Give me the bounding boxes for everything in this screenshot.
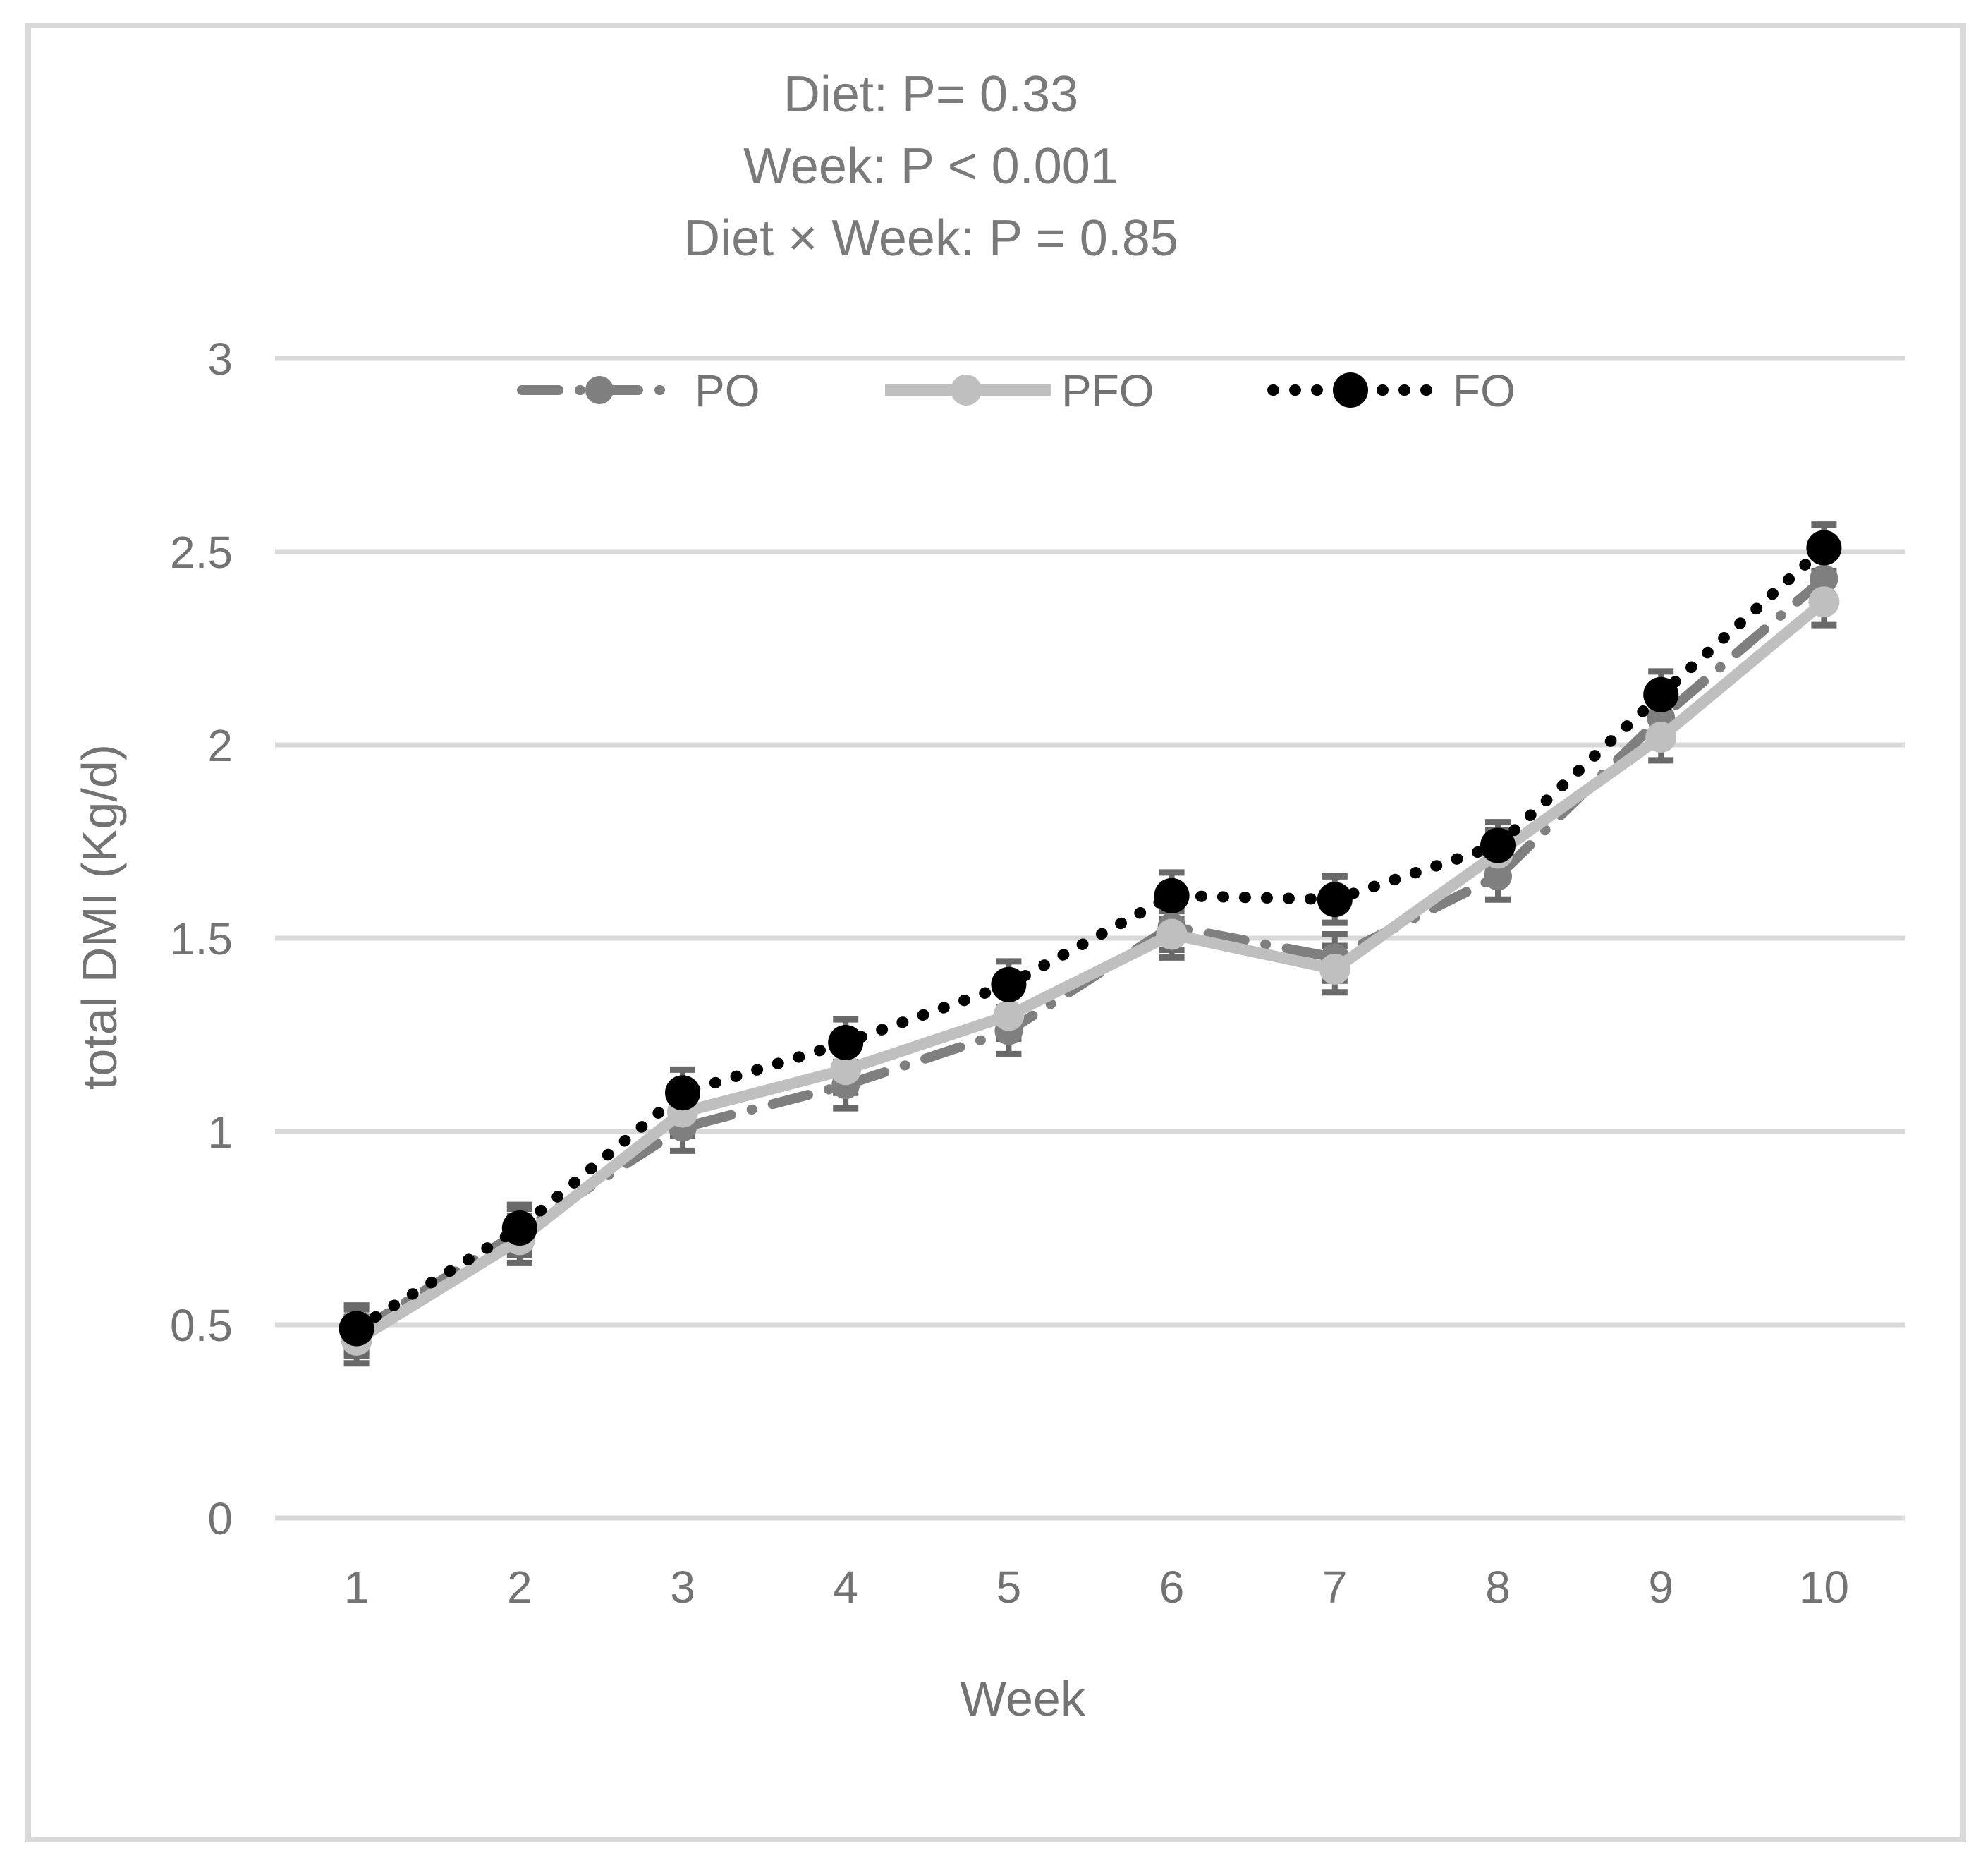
x-tick-label-3: 3 <box>670 1562 695 1613</box>
x-tick-label-10: 10 <box>1799 1562 1849 1613</box>
x-tick-label-8: 8 <box>1485 1562 1511 1613</box>
y-tick-label-1: 1 <box>207 1107 233 1158</box>
x-tick-label-1: 1 <box>344 1562 370 1613</box>
legend-label-fo: FO <box>1453 365 1516 416</box>
x-tick-label-4: 4 <box>833 1562 858 1613</box>
chart-title-line-2: Week: P < 0.001 <box>743 138 1118 195</box>
legend-label-po: PO <box>695 365 760 416</box>
marker-PFO-week-10 <box>1808 586 1840 618</box>
marker-FO-week-7 <box>1317 882 1353 918</box>
plot-series <box>339 521 1842 1367</box>
marker-PFO-week-6 <box>1156 918 1188 950</box>
y-tick-label-2: 2 <box>207 720 233 771</box>
legend-marker-po <box>585 376 614 404</box>
x-tick-label-7: 7 <box>1322 1562 1348 1613</box>
y-axis-tick-labels: 0 0.5 1 1.5 2 2.5 3 <box>170 334 233 1544</box>
legend: PO PFO FO <box>517 365 1516 416</box>
marker-FO-week-10 <box>1806 530 1842 566</box>
x-tick-label-2: 2 <box>507 1562 532 1613</box>
x-tick-label-9: 9 <box>1648 1562 1673 1613</box>
marker-PO-week-8 <box>1484 862 1512 891</box>
series-line-FO <box>350 542 1830 1335</box>
y-tick-label-3: 3 <box>207 334 233 384</box>
marker-FO-week-1 <box>339 1311 374 1347</box>
x-axis-title: Week <box>960 1671 1086 1726</box>
y-axis-title: total DMI (Kg/d) <box>72 744 127 1090</box>
x-axis-tick-labels: 1 2 3 4 5 6 7 8 9 10 <box>344 1562 1849 1613</box>
legend-label-pfo: PFO <box>1061 365 1154 416</box>
y-tick-label-0: 0 <box>207 1493 233 1544</box>
chart-title-line-3: Diet × Week: P = 0.85 <box>683 210 1178 267</box>
x-tick-label-6: 6 <box>1159 1562 1185 1613</box>
marker-FO-week-2 <box>501 1210 537 1246</box>
marker-FO-week-5 <box>991 966 1027 1002</box>
chart-title-line-1: Diet: P= 0.33 <box>783 66 1078 123</box>
legend-marker-fo <box>1333 372 1368 408</box>
gridlines <box>275 356 1905 1521</box>
marker-PFO-week-5 <box>993 1000 1025 1031</box>
marker-PO-week-10 <box>1810 564 1838 593</box>
series-line-PO <box>351 573 1829 1337</box>
marker-PFO-week-7 <box>1319 953 1350 985</box>
marker-PFO-week-9 <box>1645 722 1677 753</box>
marker-PFO-week-4 <box>830 1054 862 1086</box>
x-tick-label-5: 5 <box>996 1562 1022 1613</box>
marker-FO-week-3 <box>665 1075 700 1111</box>
y-tick-label-0.5: 0.5 <box>170 1300 233 1351</box>
marker-FO-week-8 <box>1480 827 1516 863</box>
marker-FO-week-4 <box>828 1024 864 1060</box>
y-tick-label-2.5: 2.5 <box>170 527 233 578</box>
y-tick-label-1.5: 1.5 <box>170 913 233 964</box>
marker-FO-week-9 <box>1643 676 1679 712</box>
legend-marker-pfo <box>951 375 982 406</box>
series-line-PFO <box>350 596 1830 1346</box>
figure-border <box>25 23 1966 1842</box>
marker-FO-week-6 <box>1154 878 1190 913</box>
